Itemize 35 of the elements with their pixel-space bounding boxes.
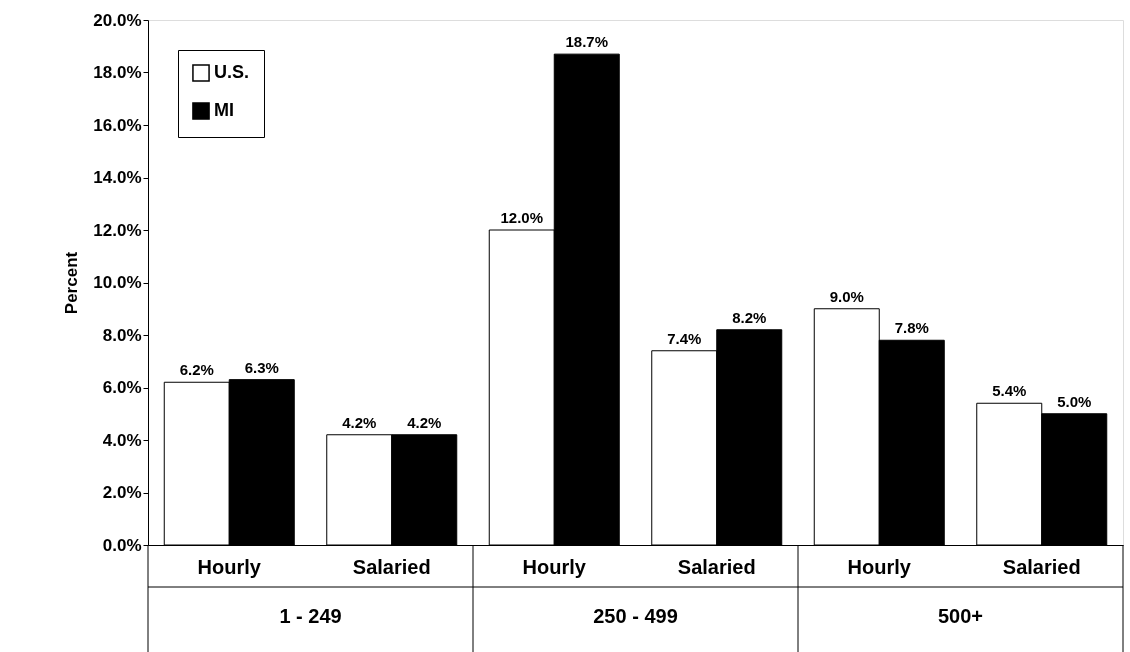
data-label: 5.0% <box>1057 392 1092 410</box>
x-tick-label: Hourly <box>847 555 912 578</box>
y-tick-label: 18.0% <box>93 63 142 82</box>
legend-label: U.S. <box>214 62 250 82</box>
y-tick-label: 8.0% <box>102 325 142 345</box>
data-label: 4.2% <box>407 413 442 431</box>
data-label: 7.4% <box>667 329 702 347</box>
data-label: 12.0% <box>500 209 544 226</box>
x-tick-label: Hourly <box>197 555 262 578</box>
y-tick-label: 16.0% <box>93 115 142 135</box>
y-tick-label: 10.0% <box>93 273 142 292</box>
x-tick-label: Salaried <box>677 555 756 578</box>
y-axis-title: Percent <box>62 251 82 315</box>
y-tick-label: 2.0% <box>102 483 142 502</box>
data-label: 4.2% <box>342 413 377 431</box>
x-tick-label: Salaried <box>1002 555 1081 578</box>
data-label: 8.2% <box>732 308 767 326</box>
x-tick-label: Hourly <box>522 555 587 578</box>
legend-label: MI <box>214 100 234 120</box>
y-tick-label: 0.0% <box>102 535 142 555</box>
data-label: 6.2% <box>179 361 214 379</box>
y-tick-label: 14.0% <box>93 168 142 187</box>
data-label: 18.7% <box>565 33 609 51</box>
data-label: 7.8% <box>894 319 929 337</box>
text: 1 - 249 <box>279 605 342 627</box>
text: 500+ <box>937 605 984 627</box>
y-tick-label: 6.0% <box>102 378 142 397</box>
data-label: 9.0% <box>829 287 864 305</box>
y-tick-label: 12.0% <box>93 220 142 240</box>
data-label: 6.3% <box>244 358 279 376</box>
y-tick-label: 4.0% <box>102 430 142 450</box>
text: 250 - 499 <box>593 605 678 627</box>
y-tick-label: 20.0% <box>93 10 142 30</box>
data-label: 5.4% <box>992 382 1027 400</box>
x-tick-label: Salaried <box>352 555 431 578</box>
